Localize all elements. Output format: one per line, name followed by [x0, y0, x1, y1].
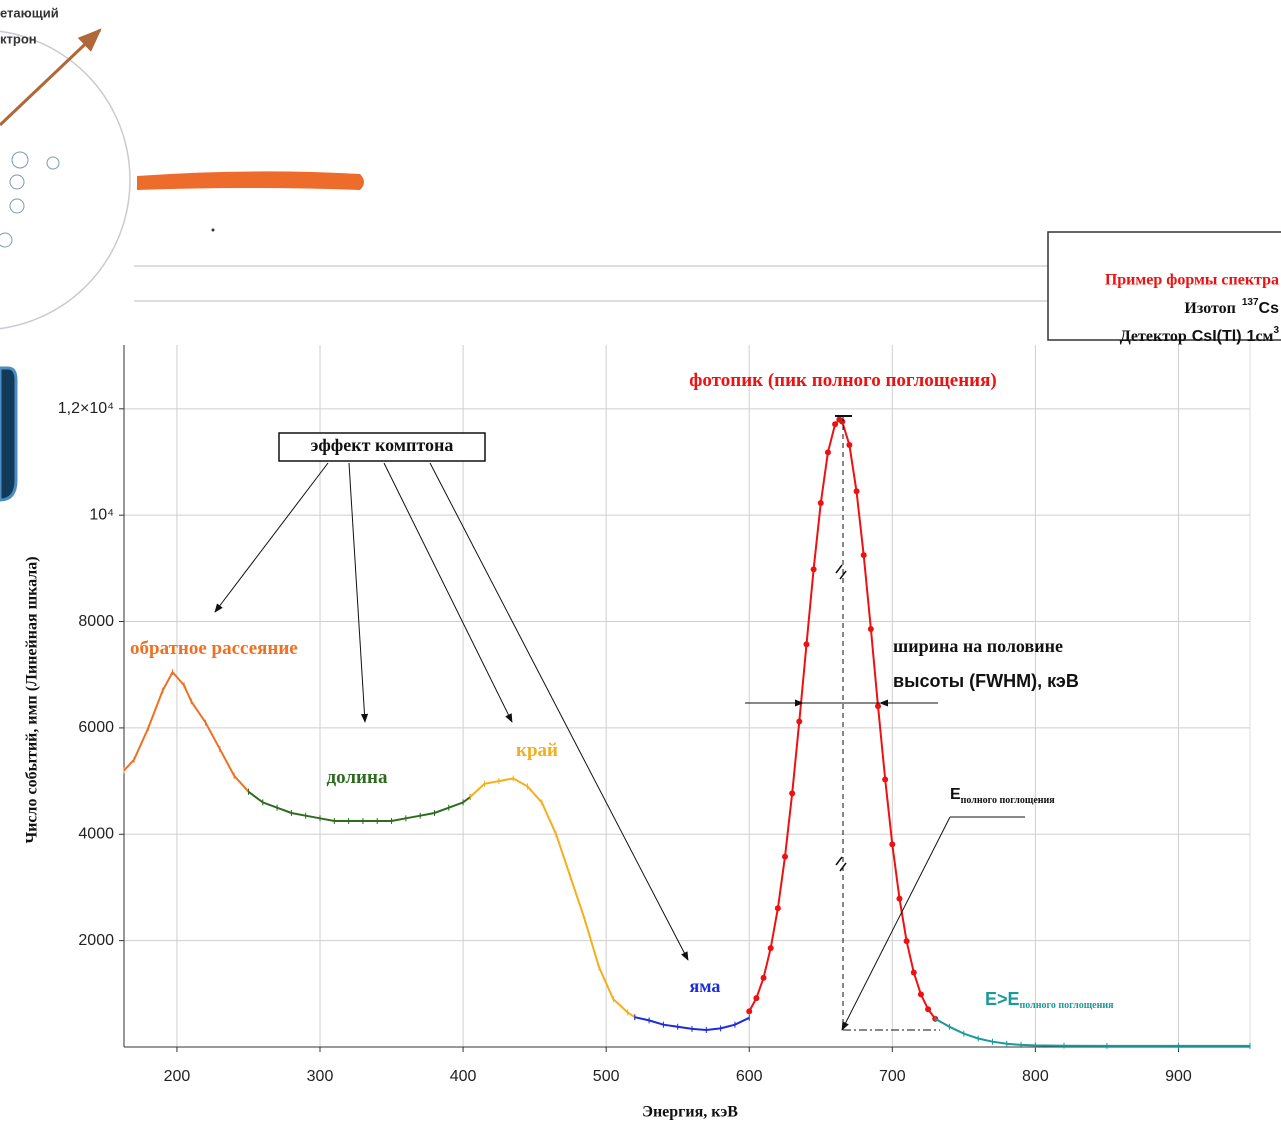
fragment-text: ктрон: [0, 31, 37, 46]
data-point: [775, 905, 781, 911]
data-point: [811, 566, 817, 572]
series-line: [124, 672, 249, 792]
legend-title: Пример формы спектра: [1105, 272, 1279, 289]
x-tick-label: 300: [307, 1068, 334, 1085]
x-tick-label: 200: [164, 1068, 191, 1085]
atom-illustration: етающий ктрон: [0, 5, 130, 330]
series-line: [749, 420, 935, 1019]
annotation: обратное рассеяние: [130, 638, 298, 659]
y-tick-label: 8000: [78, 613, 114, 630]
side-shape: [0, 368, 16, 500]
y-tick-label: 6000: [78, 719, 114, 736]
annotation-text: фотопик (пик полного поглощения): [689, 370, 996, 391]
legend-detector: Детектор CsI(Tl) 1см3: [1120, 325, 1280, 346]
legend-text: Изотоп: [1184, 300, 1235, 317]
annotation: край: [516, 740, 558, 761]
y-tick-label: 10⁴: [89, 506, 114, 523]
legend-isotope: Изотоп 137Cs: [1184, 297, 1279, 318]
data-point: [904, 938, 910, 944]
data-point: [782, 854, 788, 860]
data-point: [796, 719, 802, 725]
y-tick-label: 2000: [78, 932, 114, 949]
annotation: фотопик (пик полного поглощения): [689, 370, 996, 391]
x-tick-label: 700: [879, 1068, 906, 1085]
annotation: ширина на половине: [893, 636, 1063, 656]
data-point: [803, 641, 809, 647]
annotation: яма: [690, 976, 721, 996]
dot: [212, 229, 215, 232]
annotation-text: E: [950, 786, 961, 803]
annotation: высоты (FWHM), кэВ: [893, 671, 1079, 691]
series-line: [249, 792, 471, 821]
legend-sup: 137: [1242, 297, 1259, 308]
annotation-sub: полного поглощения: [1020, 1000, 1115, 1011]
y-axis-label: Число событий, имп (Линейная шкала): [24, 556, 41, 843]
x-tick-label: 800: [1022, 1068, 1049, 1085]
data-point: [753, 995, 759, 1001]
series-line: [935, 1019, 1250, 1046]
data-point: [832, 421, 838, 427]
y-tick-label: 4000: [78, 825, 114, 842]
data-point: [825, 449, 831, 455]
annotation-sub: полного поглощения: [961, 795, 1056, 806]
fragment-text: етающий: [0, 5, 59, 20]
annotation: E>Eполного поглощения: [985, 989, 1114, 1012]
x-tick-label: 900: [1165, 1068, 1192, 1085]
annotation-text: E>E: [985, 989, 1020, 1009]
data-point: [789, 790, 795, 796]
x-tick-label: 600: [736, 1068, 763, 1085]
y-tick-label: 1,2×10⁴: [58, 400, 114, 417]
data-point: [854, 488, 860, 494]
data-point: [868, 626, 874, 632]
legend-crystal: CsI(Tl): [1192, 328, 1242, 345]
annotation-text: край: [516, 740, 558, 761]
annotation: эффект комптона: [311, 435, 454, 455]
data-point: [839, 419, 845, 425]
legend-unit: см: [1255, 328, 1273, 345]
x-tick-label: 500: [593, 1068, 620, 1085]
data-point: [925, 1006, 931, 1012]
data-point: [896, 896, 902, 902]
highlight-stroke: [137, 171, 364, 190]
legend-size: 1: [1247, 328, 1256, 345]
data-point: [882, 776, 888, 782]
x-axis-label: Энергия, кэВ: [642, 1104, 738, 1121]
data-point: [875, 703, 881, 709]
data-point: [746, 1008, 752, 1014]
annotation-text: яма: [690, 976, 721, 996]
legend-sup: 3: [1273, 325, 1279, 336]
annotation-text: эффект комптона: [311, 435, 454, 455]
data-point: [768, 945, 774, 951]
data-point: [911, 970, 917, 976]
annotation: долина: [327, 767, 388, 788]
x-tick-label: 400: [450, 1068, 477, 1085]
chart: етающий ктрон 2000 4000 6000 8000 10⁴ 1,2×10⁴…: [0, 0, 1281, 1143]
annotation-text: долина: [327, 767, 388, 788]
annotation-text: ширина на половине: [893, 636, 1063, 656]
data-point: [889, 841, 895, 847]
data-point: [861, 552, 867, 558]
series-line: [470, 778, 635, 1017]
data-point: [846, 442, 852, 448]
data-point: [918, 991, 924, 997]
annotation: Eполного поглощения: [950, 786, 1055, 806]
guides: [215, 416, 1025, 1030]
data-point: [818, 500, 824, 506]
legend-element: Cs: [1259, 300, 1280, 317]
legend-text: Детектор: [1120, 328, 1187, 345]
annotation-text: обратное рассеяние: [130, 638, 298, 659]
data-point: [761, 975, 767, 981]
